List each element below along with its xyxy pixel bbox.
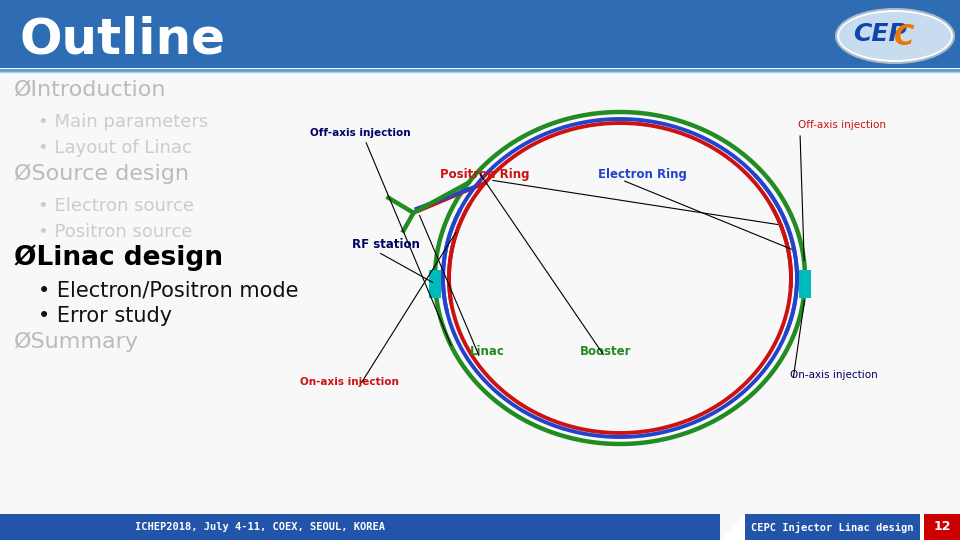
Bar bbox=[745, 514, 920, 540]
Text: ICHEP2018, July 4-11, COEX, SEOUL, KOREA: ICHEP2018, July 4-11, COEX, SEOUL, KOREA bbox=[135, 522, 385, 532]
Text: Electron Ring: Electron Ring bbox=[598, 168, 686, 181]
Text: ØIntroduction: ØIntroduction bbox=[14, 80, 166, 100]
Text: • Positron source: • Positron source bbox=[38, 223, 192, 241]
Bar bbox=[429, 270, 441, 298]
Text: • Electron/Positron mode: • Electron/Positron mode bbox=[38, 280, 299, 300]
Text: CEP: CEP bbox=[853, 22, 907, 46]
Text: On-axis injection: On-axis injection bbox=[300, 377, 398, 387]
Text: • Electron source: • Electron source bbox=[38, 197, 194, 215]
Bar bbox=[924, 514, 960, 540]
Text: 12: 12 bbox=[933, 521, 950, 534]
Text: Positron Ring: Positron Ring bbox=[440, 168, 530, 181]
Text: Linac: Linac bbox=[470, 345, 505, 358]
Text: ØSource design: ØSource design bbox=[14, 164, 189, 184]
Text: Off-axis injection: Off-axis injection bbox=[310, 128, 411, 138]
Bar bbox=[0, 514, 720, 540]
Polygon shape bbox=[720, 514, 745, 540]
Text: Off-axis injection: Off-axis injection bbox=[798, 120, 886, 130]
Text: • Error study: • Error study bbox=[38, 306, 172, 326]
Bar bbox=[799, 270, 811, 298]
Text: On-axis injection: On-axis injection bbox=[790, 370, 877, 380]
Text: Booster: Booster bbox=[580, 345, 632, 358]
Text: • Layout of Linac: • Layout of Linac bbox=[38, 139, 192, 157]
Text: CEPC Injector Linac design: CEPC Injector Linac design bbox=[751, 522, 913, 532]
Bar bbox=[920, 514, 924, 540]
Ellipse shape bbox=[839, 12, 951, 60]
Text: Outline: Outline bbox=[20, 16, 226, 64]
Text: RF station: RF station bbox=[352, 238, 420, 251]
Polygon shape bbox=[720, 514, 745, 540]
Text: ØSummary: ØSummary bbox=[14, 332, 139, 352]
Ellipse shape bbox=[836, 9, 954, 63]
Bar bbox=[0, 0, 960, 68]
Text: ØLinac design: ØLinac design bbox=[14, 245, 223, 271]
Text: C: C bbox=[894, 23, 914, 51]
Text: • Main parameters: • Main parameters bbox=[38, 113, 208, 131]
